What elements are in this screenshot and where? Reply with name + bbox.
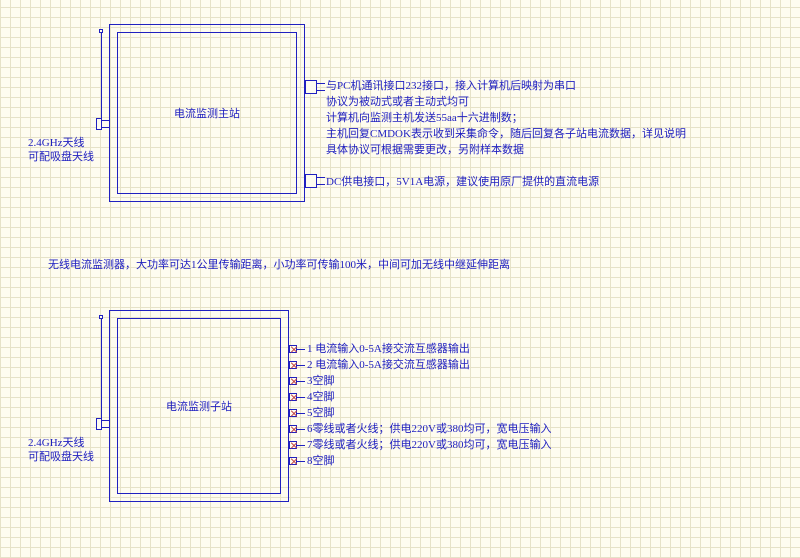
master-desc-3: 主机回复CMDOK表示收到采集命令，随后回复各子站电流数据，详见说明	[326, 126, 686, 142]
slave-antenna-l1: 2.4GHz天线	[28, 436, 94, 450]
middle-text: 无线电流监测器，大功率可达1公里传输距离，小功率可传输100米，中间可加无线中继…	[48, 258, 510, 272]
master-232-port	[305, 80, 317, 94]
pin-5-line	[297, 413, 305, 414]
pin-7-label: 7零线或者火线；供电220V或380均可，宽电压输入	[307, 438, 551, 452]
master-dc-text: DC供电接口，5V1A电源，建议使用原厂提供的直流电源	[326, 175, 599, 189]
pin-3	[289, 377, 297, 385]
master-desc: 与PC机通讯接口232接口，接入计算机后映射为串口 协议为被动式或者主动式均可 …	[326, 78, 686, 158]
pin-8-label: 8空脚	[307, 454, 335, 468]
master-desc-1: 协议为被动式或者主动式均可	[326, 94, 686, 110]
pin-2-line	[297, 365, 305, 366]
pin-7	[289, 441, 297, 449]
master-title: 电流监测主站	[174, 105, 240, 121]
pin-5-label: 5空脚	[307, 406, 335, 420]
master-antenna-box	[96, 118, 102, 130]
master-232-conn	[317, 83, 325, 91]
master-antenna-tip	[99, 29, 103, 33]
master-antenna-label: 2.4GHz天线 可配吸盘天线	[28, 136, 94, 164]
slave-antenna-mast	[101, 319, 102, 429]
slave-antenna-box	[96, 418, 102, 430]
pin-3-line	[297, 381, 305, 382]
pin-4-label: 4空脚	[307, 390, 335, 404]
slave-title: 电流监测子站	[166, 398, 232, 414]
master-dc-conn	[317, 177, 325, 185]
pin-5	[289, 409, 297, 417]
master-antenna-conn	[101, 120, 109, 128]
pin-7-line	[297, 445, 305, 446]
slave-antenna-l2: 可配吸盘天线	[28, 450, 94, 464]
master-desc-0: 与PC机通讯接口232接口，接入计算机后映射为串口	[326, 78, 686, 94]
master-desc-2: 计算机向监测主机发送55aa十六进制数；	[326, 110, 686, 126]
slave-antenna-label: 2.4GHz天线 可配吸盘天线	[28, 436, 94, 464]
pin-2	[289, 361, 297, 369]
slave-inner: 电流监测子站	[117, 318, 281, 494]
master-inner: 电流监测主站	[117, 32, 297, 194]
pin-3-label: 3空脚	[307, 374, 335, 388]
pin-1-line	[297, 349, 305, 350]
pin-2-label: 2 电流输入0-5A接交流互感器输出	[307, 358, 470, 372]
pin-6-line	[297, 429, 305, 430]
master-antenna-l1: 2.4GHz天线	[28, 136, 94, 150]
pin-8	[289, 457, 297, 465]
slave-antenna-conn	[101, 420, 109, 428]
pin-4-line	[297, 397, 305, 398]
pin-8-line	[297, 461, 305, 462]
pin-1	[289, 345, 297, 353]
master-dc-port	[305, 174, 317, 188]
slave-antenna-tip	[99, 315, 103, 319]
master-antenna-mast	[101, 33, 102, 129]
pin-1-label: 1 电流输入0-5A接交流互感器输出	[307, 342, 470, 356]
pin-6-label: 6零线或者火线；供电220V或380均可，宽电压输入	[307, 422, 551, 436]
master-desc-4: 具体协议可根据需要更改，另附样本数据	[326, 142, 686, 158]
pin-4	[289, 393, 297, 401]
pin-6	[289, 425, 297, 433]
master-antenna-l2: 可配吸盘天线	[28, 150, 94, 164]
